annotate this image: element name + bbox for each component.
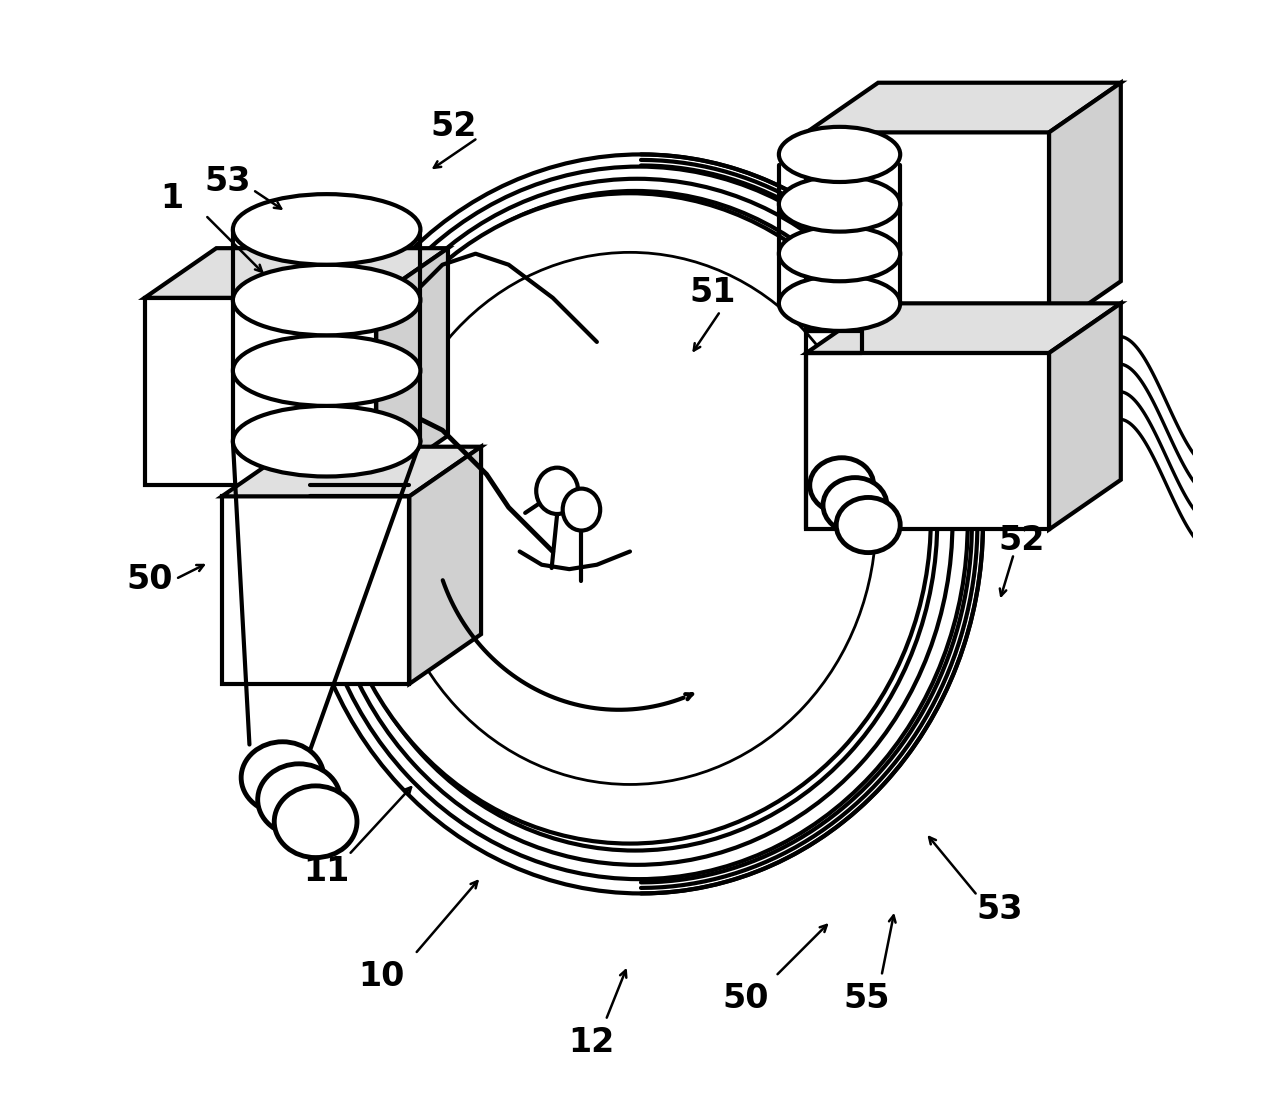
Text: 10: 10 bbox=[359, 960, 405, 993]
Ellipse shape bbox=[779, 276, 900, 331]
Polygon shape bbox=[145, 248, 447, 298]
Polygon shape bbox=[377, 248, 447, 485]
Ellipse shape bbox=[563, 489, 600, 531]
Text: 55: 55 bbox=[844, 982, 891, 1015]
Text: 53: 53 bbox=[204, 165, 250, 199]
Text: 50: 50 bbox=[127, 563, 173, 596]
Text: 11: 11 bbox=[304, 855, 350, 888]
Polygon shape bbox=[1049, 83, 1120, 331]
Ellipse shape bbox=[823, 478, 887, 533]
Ellipse shape bbox=[779, 226, 900, 281]
Ellipse shape bbox=[233, 265, 420, 335]
Ellipse shape bbox=[233, 335, 420, 406]
Polygon shape bbox=[806, 83, 1120, 132]
Text: 50: 50 bbox=[723, 982, 769, 1015]
Ellipse shape bbox=[779, 127, 900, 182]
Polygon shape bbox=[806, 303, 1120, 353]
Ellipse shape bbox=[233, 406, 420, 476]
Ellipse shape bbox=[779, 176, 900, 232]
Ellipse shape bbox=[233, 194, 420, 265]
Polygon shape bbox=[222, 447, 481, 496]
Text: 53: 53 bbox=[976, 893, 1023, 927]
Text: 52: 52 bbox=[999, 524, 1045, 557]
Ellipse shape bbox=[810, 458, 874, 513]
Polygon shape bbox=[409, 447, 481, 684]
Ellipse shape bbox=[329, 193, 931, 844]
Ellipse shape bbox=[274, 785, 356, 858]
Polygon shape bbox=[145, 298, 377, 485]
Text: 1: 1 bbox=[160, 182, 183, 215]
Polygon shape bbox=[222, 496, 409, 684]
Ellipse shape bbox=[241, 741, 324, 814]
Ellipse shape bbox=[536, 468, 578, 514]
Ellipse shape bbox=[836, 497, 900, 553]
Polygon shape bbox=[806, 132, 1049, 331]
Polygon shape bbox=[806, 353, 1049, 529]
Ellipse shape bbox=[258, 763, 341, 836]
Polygon shape bbox=[1049, 303, 1120, 529]
Text: 52: 52 bbox=[431, 110, 477, 143]
Text: 12: 12 bbox=[568, 1026, 614, 1059]
Text: 51: 51 bbox=[690, 276, 736, 309]
